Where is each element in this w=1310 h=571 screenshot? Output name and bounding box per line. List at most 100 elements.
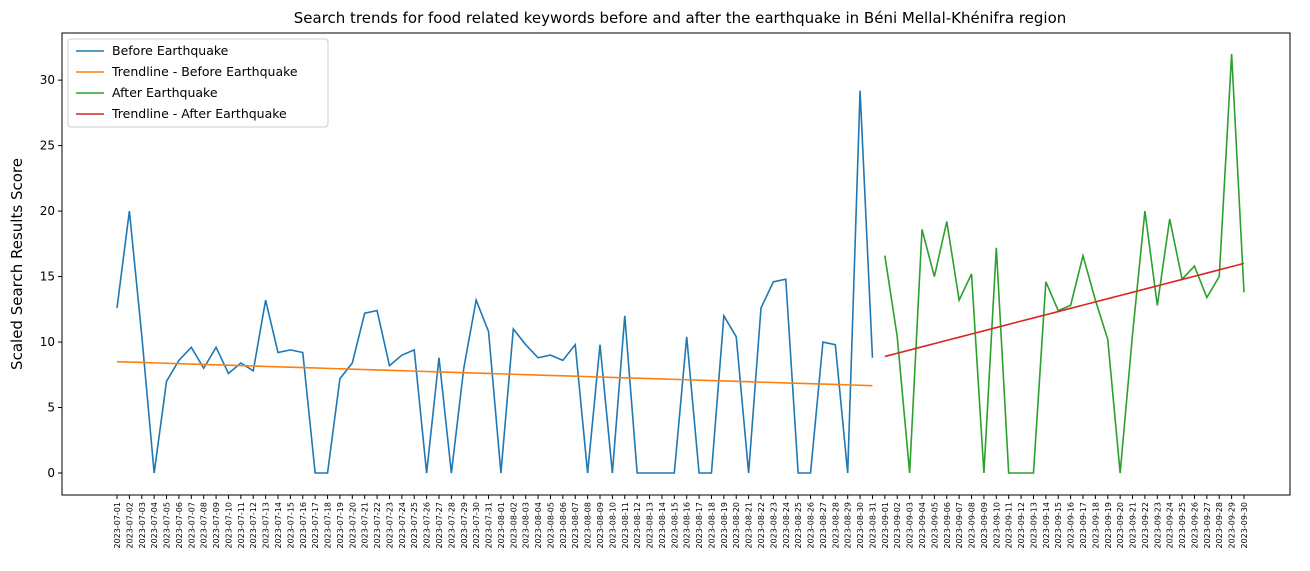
x-tick-label: 2023-09-19 (1104, 502, 1113, 549)
x-tick-label: 2023-07-13 (262, 502, 271, 549)
x-tick-label: 2023-08-31 (868, 502, 877, 549)
x-tick-label: 2023-09-12 (1017, 502, 1026, 549)
x-tick-label: 2023-09-02 (893, 502, 902, 549)
x-tick-label: 2023-07-04 (150, 502, 159, 549)
x-tick-label: 2023-09-20 (1116, 502, 1125, 549)
x-tick-label: 2023-07-18 (324, 502, 333, 549)
x-tick-label: 2023-09-30 (1240, 502, 1249, 549)
x-tick-label: 2023-08-22 (757, 502, 766, 549)
x-tick-label: 2023-08-10 (608, 502, 617, 549)
x-tick-label: 2023-07-27 (435, 502, 444, 549)
legend-label: Before Earthquake (112, 43, 229, 58)
x-tick-label: 2023-07-30 (472, 502, 481, 549)
plot-frame (61, 32, 1291, 496)
x-tick-label: 2023-07-17 (311, 502, 320, 549)
x-tick-label: 2023-07-22 (373, 502, 382, 549)
y-tick-label: 20 (40, 204, 55, 218)
x-tick-label: 2023-09-26 (1190, 502, 1199, 549)
y-tick-label: 25 (40, 139, 55, 153)
x-tick-label: 2023-09-07 (955, 502, 964, 549)
x-tick-label: 2023-08-17 (695, 502, 704, 549)
x-tick-label: 2023-07-15 (286, 502, 295, 549)
x-tick-label: 2023-08-27 (819, 502, 828, 549)
legend-label: Trendline - Before Earthquake (111, 64, 298, 79)
x-tick-label: 2023-09-22 (1141, 502, 1150, 549)
x-tick-label: 2023-08-25 (794, 502, 803, 549)
x-tick-label: 2023-07-16 (299, 502, 308, 549)
x-tick-label: 2023-09-28 (1215, 502, 1224, 549)
x-tick-label: 2023-07-06 (175, 502, 184, 549)
x-tick-label: 2023-09-21 (1129, 502, 1138, 549)
x-tick-label: 2023-09-15 (1054, 502, 1063, 549)
legend-box (67, 38, 329, 128)
x-tick-label: 2023-08-26 (807, 502, 816, 549)
x-tick-label: 2023-07-05 (163, 502, 172, 549)
x-tick-label: 2023-07-10 (224, 502, 233, 549)
x-tick-label: 2023-07-25 (410, 502, 419, 549)
x-tick-label: 2023-08-06 (559, 502, 568, 549)
x-tick-label: 2023-07-28 (447, 502, 456, 549)
x-tick-label: 2023-07-26 (423, 502, 432, 549)
x-tick-label: 2023-08-14 (658, 502, 667, 549)
x-tick-label: 2023-08-30 (856, 502, 865, 549)
chart-title: Search trends for food related keywords … (294, 9, 1067, 27)
x-tick-label: 2023-07-09 (212, 502, 221, 549)
x-tick-label: 2023-08-20 (732, 502, 741, 549)
legend-label: Trendline - After Earthquake (111, 106, 287, 121)
x-tick-label: 2023-07-19 (336, 502, 345, 549)
y-axis-label: Scaled Search Results Score (8, 158, 26, 370)
x-tick-label: 2023-09-14 (1042, 502, 1051, 549)
x-tick-label: 2023-08-28 (831, 502, 840, 549)
x-tick-label: 2023-08-23 (769, 502, 778, 549)
y-tick-label: 15 (40, 270, 55, 284)
x-tick-label: 2023-09-29 (1228, 502, 1237, 549)
x-tick-label: 2023-08-15 (670, 502, 679, 549)
x-tick-label: 2023-08-02 (509, 502, 518, 549)
x-tick-label: 2023-09-13 (1029, 502, 1038, 549)
x-tick-label: 2023-09-16 (1067, 502, 1076, 549)
x-tick-label: 2023-07-12 (249, 502, 258, 549)
x-tick-label: 2023-08-18 (707, 502, 716, 549)
x-tick-label: 2023-08-16 (683, 502, 692, 549)
x-tick-label: 2023-07-20 (348, 502, 357, 549)
x-tick-label: 2023-07-11 (237, 502, 246, 549)
x-tick-label: 2023-09-24 (1166, 502, 1175, 549)
x-tick-label: 2023-09-06 (943, 502, 952, 549)
x-tick-label: 2023-08-24 (782, 502, 791, 549)
x-tick-label: 2023-09-10 (992, 502, 1001, 549)
y-tick-label: 30 (40, 73, 55, 87)
line-series (116, 90, 874, 474)
x-tick-label: 2023-07-24 (398, 502, 407, 549)
x-tick-label: 2023-07-14 (274, 502, 283, 549)
y-tick-label: 0 (47, 466, 55, 480)
legend: Before Earthquake Trendline - Before Eart… (67, 38, 329, 128)
x-tick-label: 2023-07-01 (113, 502, 122, 549)
x-tick-label: 2023-09-08 (968, 502, 977, 549)
x-tick-label: 2023-08-12 (633, 502, 642, 549)
x-tick-label: 2023-09-09 (980, 502, 989, 549)
line-series (116, 360, 873, 387)
line-series (884, 262, 1245, 358)
x-tick-label: 2023-08-19 (720, 502, 729, 549)
x-tick-label: 2023-09-05 (930, 502, 939, 549)
x-tick-label: 2023-08-05 (546, 502, 555, 549)
x-tick-label: 2023-09-11 (1005, 502, 1014, 549)
x-tick-label: 2023-07-07 (187, 502, 196, 549)
x-tick-label: 2023-08-04 (534, 502, 543, 549)
legend-label: After Earthquake (112, 85, 218, 100)
x-tick-label: 2023-08-11 (621, 502, 630, 549)
y-tick-label: 10 (40, 335, 55, 349)
x-tick-label: 2023-09-17 (1079, 502, 1088, 549)
x-tick-label: 2023-08-01 (497, 502, 506, 549)
x-tick-label: 2023-08-08 (584, 502, 593, 549)
x-tick-label: 2023-09-03 (906, 502, 915, 549)
x-tick-label: 2023-08-29 (844, 502, 853, 549)
x-tick-label: 2023-09-23 (1153, 502, 1162, 549)
line-series (884, 53, 1245, 474)
x-tick-label: 2023-09-27 (1203, 502, 1212, 549)
x-tick-label: 2023-07-29 (460, 502, 469, 549)
x-tick-label: 2023-07-23 (385, 502, 394, 549)
x-tick-label: 2023-07-02 (125, 502, 134, 549)
x-tick-label: 2023-09-18 (1091, 502, 1100, 549)
